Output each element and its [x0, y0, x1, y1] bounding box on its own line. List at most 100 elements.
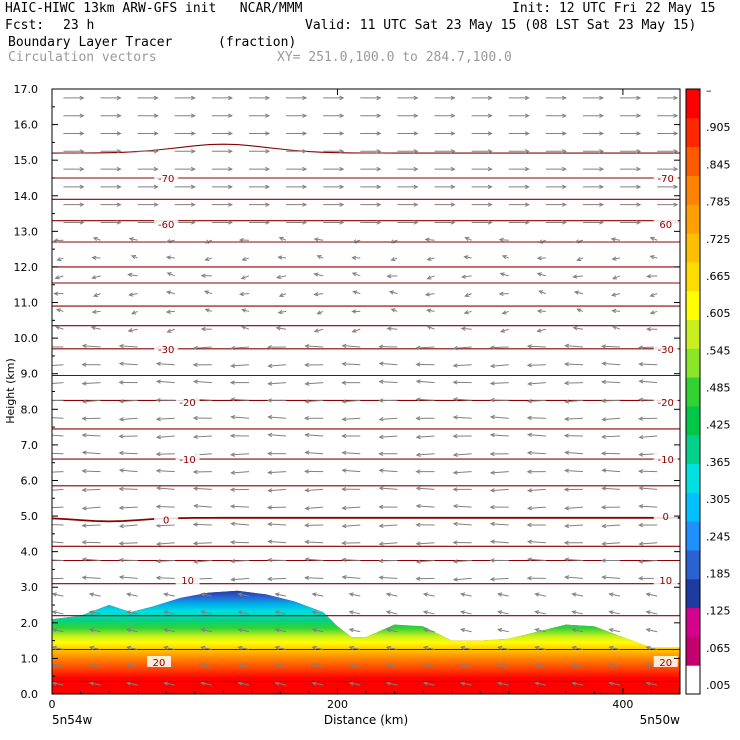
vector-arrow — [204, 256, 212, 262]
contour-label: 10 — [659, 576, 672, 587]
vector-arrow — [426, 325, 435, 330]
vector-arrow — [415, 416, 435, 421]
vector-arrow — [304, 416, 324, 421]
vector-arrow — [81, 450, 101, 455]
y-tick-label: 15.0 — [14, 154, 39, 167]
vector-arrow — [313, 272, 324, 277]
vector-arrow — [638, 434, 658, 440]
vector-arrow — [266, 505, 287, 510]
vector-arrow — [489, 381, 509, 386]
contour-labels: -70 -70 -60 60 -30 -30 -20 -20 -10 -10 0 0 10 10 20 20 — [147, 171, 678, 669]
vector-arrow — [56, 308, 64, 313]
vector-arrow — [52, 346, 64, 348]
contour-label-bg — [175, 396, 200, 408]
vector-arrow — [582, 202, 605, 207]
vector-arrow — [266, 451, 287, 456]
vector-arrow — [54, 325, 64, 330]
vector-arrow — [415, 503, 435, 509]
vector-arrow — [386, 273, 398, 279]
vector-arrow — [471, 95, 493, 101]
vector-arrow — [545, 149, 567, 154]
vector-arrow — [304, 523, 324, 528]
vector-arrow — [88, 610, 101, 615]
vector-arrow — [415, 452, 435, 457]
vector-arrow — [81, 381, 101, 386]
vector-arrow — [248, 131, 271, 136]
vector-arrow — [248, 184, 271, 190]
vector-arrow — [238, 237, 249, 243]
vector-arrow — [341, 399, 361, 404]
vector-arrow — [118, 505, 138, 510]
vector-arrow — [52, 645, 64, 651]
vector-arrow — [497, 592, 509, 597]
vector-arrow — [378, 541, 398, 547]
vector-arrow — [564, 557, 583, 562]
colorbar-swatch — [686, 549, 700, 580]
vector-arrow — [248, 95, 271, 101]
vector-arrow — [426, 256, 435, 262]
vector-arrow — [582, 220, 605, 225]
vector-arrow — [459, 681, 472, 686]
vector-arrow — [422, 628, 435, 633]
vector-arrow — [351, 255, 361, 261]
colorbar-swatch — [686, 578, 700, 609]
vector-arrow — [489, 470, 509, 475]
vector-arrow — [81, 575, 101, 580]
vector-arrow — [267, 415, 287, 420]
vector-arrow — [81, 362, 101, 367]
fcst-value: 23 h — [63, 18, 95, 33]
vector-arrow — [100, 149, 122, 154]
vector-arrow — [267, 576, 287, 582]
contour-label-bg — [175, 574, 200, 586]
vector-arrow — [459, 628, 472, 633]
contour-label: 0 — [663, 512, 669, 523]
contour-label-bg — [154, 342, 179, 354]
vector-arrow — [459, 610, 472, 615]
vector-arrow — [323, 166, 345, 172]
vector-arrow — [610, 237, 621, 242]
vector-arrow — [237, 681, 250, 686]
colorbar-swatch — [686, 290, 700, 320]
vector-arrow — [415, 541, 435, 546]
colorbar-label: .365 — [706, 456, 731, 469]
vector-arrow — [81, 506, 101, 511]
vector-arrow — [527, 432, 546, 438]
vector-arrow — [645, 681, 658, 686]
vector-arrow — [286, 202, 308, 207]
vector-arrow — [53, 291, 64, 296]
vector-arrow — [620, 166, 642, 172]
vector-arrow — [137, 149, 159, 154]
vector-arrow — [88, 681, 101, 686]
vector-arrow — [81, 343, 101, 349]
vector-arrow — [385, 645, 398, 651]
vector-arrow — [574, 239, 584, 244]
colorbar-frame — [685, 88, 701, 695]
vector-arrow — [118, 541, 138, 546]
vector-arrow — [63, 184, 85, 190]
vector-arrow — [497, 663, 509, 668]
vector-arrow — [237, 663, 250, 668]
vector-arrow — [311, 681, 324, 686]
vector-arrow — [608, 592, 621, 597]
vector-arrow — [341, 540, 361, 546]
vector-arrow — [286, 113, 308, 118]
contour-label-bg — [154, 218, 179, 230]
vector-arrow — [155, 575, 175, 581]
vector-arrow — [360, 149, 382, 154]
vector-arrow — [91, 255, 101, 260]
vector-arrow — [274, 663, 287, 668]
vector-arrow — [526, 398, 546, 404]
vector-arrow — [155, 504, 175, 509]
vector-arrow — [390, 256, 398, 262]
vector-arrow — [638, 362, 658, 367]
vector-arrow — [155, 541, 175, 547]
vector-arrow — [646, 274, 658, 279]
vector-arrow — [508, 202, 530, 207]
y-tick-label: 4.0 — [21, 546, 39, 559]
vector-arrow — [415, 522, 435, 527]
vector-arrow — [211, 220, 234, 225]
vector-arrow — [649, 255, 658, 260]
vector-arrow — [600, 558, 621, 563]
vector-arrow — [563, 416, 583, 422]
vector-arrow — [564, 399, 583, 404]
